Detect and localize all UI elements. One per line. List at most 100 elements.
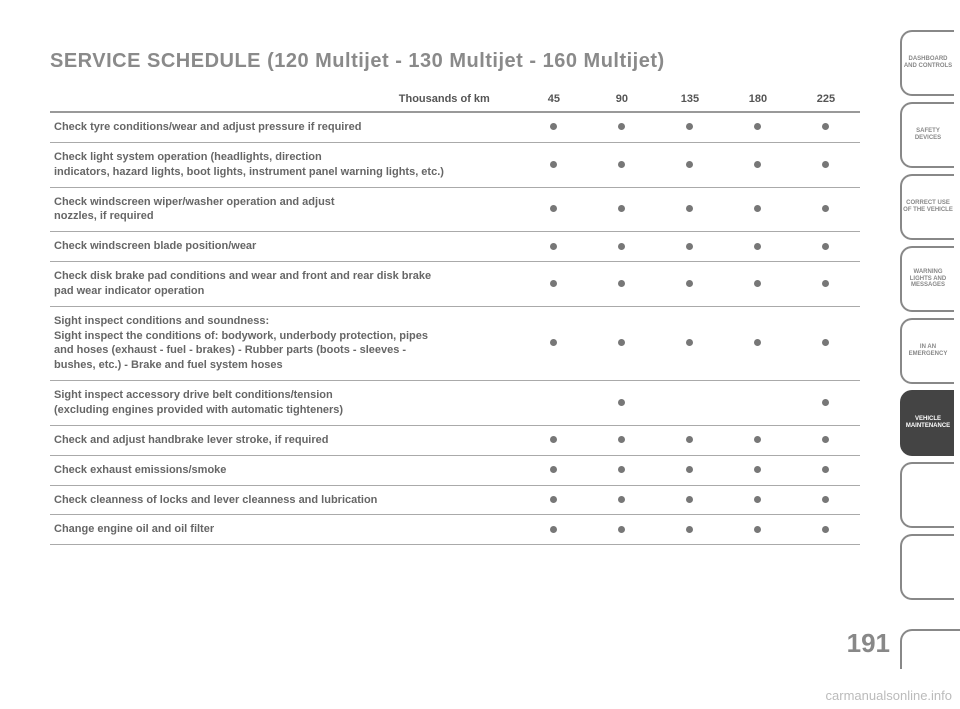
schedule-cell bbox=[792, 381, 860, 426]
schedule-cell bbox=[656, 187, 724, 232]
dot-icon bbox=[550, 526, 557, 533]
dot-icon bbox=[754, 526, 761, 533]
table-row: Check exhaust emissions/smoke bbox=[50, 455, 860, 485]
table-row: Check windscreen wiper/washer operation … bbox=[50, 187, 860, 232]
table-row: Check windscreen blade position/wear bbox=[50, 232, 860, 262]
schedule-cell bbox=[792, 306, 860, 380]
dot-icon bbox=[686, 123, 693, 130]
row-label: Check windscreen blade position/wear bbox=[50, 232, 520, 262]
side-tab: TECHNICALSPECIFICATIONS bbox=[900, 462, 954, 528]
dot-icon bbox=[686, 466, 693, 473]
schedule-cell bbox=[792, 515, 860, 545]
schedule-cell bbox=[724, 112, 792, 142]
dot-icon bbox=[550, 123, 557, 130]
side-tab: VEHICLEMAINTENANCE bbox=[900, 390, 954, 456]
dot-icon bbox=[754, 339, 761, 346]
schedule-cell bbox=[520, 232, 588, 262]
side-tab: DASHBOARDAND CONTROLS bbox=[900, 30, 954, 96]
dot-icon bbox=[618, 399, 625, 406]
schedule-cell bbox=[792, 112, 860, 142]
page-title: SERVICE SCHEDULE (120 Multijet - 130 Mul… bbox=[50, 50, 860, 73]
watermark: carmanualsonline.info bbox=[826, 688, 952, 703]
service-schedule-table: Thousands of km 4590135180225 Check tyre… bbox=[50, 87, 860, 545]
schedule-cell bbox=[656, 232, 724, 262]
dot-icon bbox=[686, 280, 693, 287]
dot-icon bbox=[754, 123, 761, 130]
side-tab-label: CORRECT USEOF THE VEHICLE bbox=[903, 200, 953, 213]
table-row: Check light system operation (headlights… bbox=[50, 142, 860, 187]
dot-icon bbox=[754, 466, 761, 473]
dot-icon bbox=[550, 436, 557, 443]
dot-icon bbox=[754, 243, 761, 250]
dot-icon bbox=[822, 243, 829, 250]
table-row: Sight inspect accessory drive belt condi… bbox=[50, 381, 860, 426]
row-label: Sight inspect accessory drive belt condi… bbox=[50, 381, 520, 426]
side-tab-label: SAFETYDEVICES bbox=[915, 128, 941, 141]
dot-icon bbox=[618, 123, 625, 130]
schedule-cell bbox=[588, 187, 656, 232]
dot-icon bbox=[618, 243, 625, 250]
schedule-cell bbox=[724, 262, 792, 307]
side-tab: INDEX bbox=[900, 534, 954, 600]
schedule-cell bbox=[792, 485, 860, 515]
dot-icon bbox=[822, 161, 829, 168]
schedule-cell bbox=[520, 455, 588, 485]
table-row: Check disk brake pad conditions and wear… bbox=[50, 262, 860, 307]
corner-rule bbox=[900, 629, 960, 669]
schedule-cell bbox=[724, 485, 792, 515]
side-tabs: DASHBOARDAND CONTROLS SAFETYDEVICES CORREC… bbox=[900, 30, 960, 606]
row-label: Check exhaust emissions/smoke bbox=[50, 455, 520, 485]
schedule-cell bbox=[588, 306, 656, 380]
schedule-cell bbox=[520, 425, 588, 455]
side-tab: CORRECT USEOF THE VEHICLE bbox=[900, 174, 954, 240]
dot-icon bbox=[618, 496, 625, 503]
schedule-cell bbox=[520, 306, 588, 380]
side-tab: WARNINGLIGHTS ANDMESSAGES bbox=[900, 246, 954, 312]
schedule-cell bbox=[724, 232, 792, 262]
schedule-cell bbox=[724, 381, 792, 426]
dot-icon bbox=[686, 161, 693, 168]
dot-icon bbox=[618, 526, 625, 533]
schedule-cell bbox=[792, 142, 860, 187]
dot-icon bbox=[822, 205, 829, 212]
schedule-cell bbox=[520, 112, 588, 142]
table-row: Check tyre conditions/wear and adjust pr… bbox=[50, 112, 860, 142]
schedule-cell bbox=[588, 455, 656, 485]
schedule-cell bbox=[588, 515, 656, 545]
dot-icon bbox=[754, 161, 761, 168]
schedule-cell bbox=[656, 425, 724, 455]
dot-icon bbox=[754, 205, 761, 212]
row-label: Check tyre conditions/wear and adjust pr… bbox=[50, 112, 520, 142]
dot-icon bbox=[686, 526, 693, 533]
schedule-cell bbox=[520, 515, 588, 545]
schedule-cell bbox=[656, 142, 724, 187]
side-tab-label: VEHICLEMAINTENANCE bbox=[906, 416, 950, 429]
table-row: Check cleanness of locks and lever clean… bbox=[50, 485, 860, 515]
table-row: Change engine oil and oil filter bbox=[50, 515, 860, 545]
dot-icon bbox=[822, 466, 829, 473]
table-row: Check and adjust handbrake lever stroke,… bbox=[50, 425, 860, 455]
page-number: 191 bbox=[847, 628, 890, 659]
schedule-cell bbox=[588, 112, 656, 142]
schedule-cell bbox=[656, 381, 724, 426]
schedule-cell bbox=[792, 262, 860, 307]
dot-icon bbox=[822, 436, 829, 443]
schedule-cell bbox=[792, 455, 860, 485]
row-label: Check cleanness of locks and lever clean… bbox=[50, 485, 520, 515]
schedule-cell bbox=[656, 515, 724, 545]
dot-icon bbox=[686, 339, 693, 346]
side-tab: IN ANEMERGENCY bbox=[900, 318, 954, 384]
row-label: Sight inspect conditions and soundness:S… bbox=[50, 306, 520, 380]
side-tab-label: WARNINGLIGHTS ANDMESSAGES bbox=[910, 269, 946, 289]
schedule-cell bbox=[656, 306, 724, 380]
table-row: Sight inspect conditions and soundness:S… bbox=[50, 306, 860, 380]
row-label: Check light system operation (headlights… bbox=[50, 142, 520, 187]
schedule-cell bbox=[656, 262, 724, 307]
row-label: Change engine oil and oil filter bbox=[50, 515, 520, 545]
schedule-cell bbox=[656, 112, 724, 142]
dot-icon bbox=[618, 436, 625, 443]
schedule-cell bbox=[792, 232, 860, 262]
column-header: 135 bbox=[656, 87, 724, 112]
schedule-cell bbox=[588, 381, 656, 426]
side-tab: SAFETYDEVICES bbox=[900, 102, 954, 168]
